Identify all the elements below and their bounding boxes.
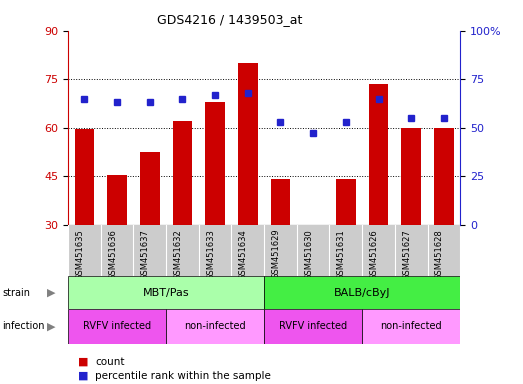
Text: RVFV infected: RVFV infected <box>83 321 151 331</box>
Bar <box>238 63 257 225</box>
Text: GSM451633: GSM451633 <box>206 229 215 280</box>
Text: GSM451635: GSM451635 <box>75 229 84 280</box>
Bar <box>402 128 421 225</box>
Bar <box>369 84 388 225</box>
Bar <box>206 102 225 225</box>
Bar <box>166 309 264 344</box>
Text: MBT/Pas: MBT/Pas <box>143 288 189 298</box>
Bar <box>336 179 356 225</box>
Text: RVFV infected: RVFV infected <box>279 321 347 331</box>
Text: count: count <box>95 357 124 367</box>
Text: ■: ■ <box>78 357 89 367</box>
Bar <box>264 309 362 344</box>
Bar <box>434 128 453 225</box>
Text: non-infected: non-infected <box>184 321 246 331</box>
Bar <box>264 276 460 309</box>
Text: GSM451632: GSM451632 <box>174 229 183 280</box>
Text: GSM451630: GSM451630 <box>304 229 313 280</box>
Text: GSM451629: GSM451629 <box>271 229 280 280</box>
Text: GSM451627: GSM451627 <box>402 229 411 280</box>
Bar <box>362 309 460 344</box>
Text: GSM451636: GSM451636 <box>108 229 117 280</box>
Bar <box>68 276 264 309</box>
Text: GSM451628: GSM451628 <box>435 229 444 280</box>
Text: infection: infection <box>3 321 45 331</box>
Bar <box>74 129 94 225</box>
Text: non-infected: non-infected <box>380 321 442 331</box>
Text: percentile rank within the sample: percentile rank within the sample <box>95 371 271 381</box>
Bar <box>68 309 166 344</box>
Text: ▶: ▶ <box>47 288 55 298</box>
Bar <box>271 179 290 225</box>
Text: GSM451637: GSM451637 <box>141 229 150 280</box>
Bar <box>140 152 160 225</box>
Bar <box>107 175 127 225</box>
Bar <box>173 121 192 225</box>
Text: ▶: ▶ <box>47 321 55 331</box>
Text: BALB/cByJ: BALB/cByJ <box>334 288 391 298</box>
Text: GSM451634: GSM451634 <box>239 229 248 280</box>
Text: GDS4216 / 1439503_at: GDS4216 / 1439503_at <box>157 13 303 26</box>
Bar <box>303 225 323 226</box>
Text: GSM451626: GSM451626 <box>370 229 379 280</box>
Text: ■: ■ <box>78 371 89 381</box>
Text: strain: strain <box>3 288 31 298</box>
Text: GSM451631: GSM451631 <box>337 229 346 280</box>
